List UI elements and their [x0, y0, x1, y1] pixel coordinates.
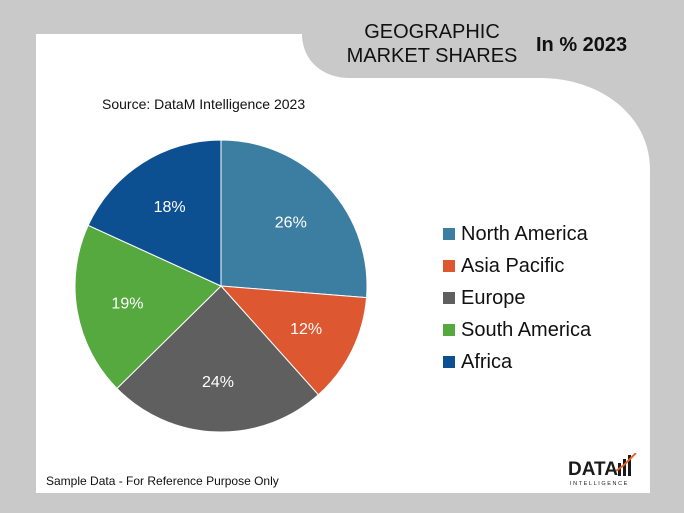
legend-swatch — [443, 356, 455, 368]
legend-item: Europe — [443, 282, 591, 314]
pie-slice-label: 18% — [154, 199, 186, 216]
pie-slice-europe — [116, 285, 320, 433]
chart-legend: North America Asia Pacific Europe South Ame… — [443, 218, 591, 378]
legend-label: South America — [461, 318, 592, 341]
legend-item: Africa — [443, 346, 591, 378]
pie-slice-label: 12% — [290, 321, 322, 338]
pie-slices — [74, 139, 368, 433]
legend-item: North America — [443, 218, 591, 250]
pie-slice-north-america — [220, 139, 368, 299]
pie-slice-asia-pacific — [219, 285, 368, 396]
legend-item: South America — [443, 314, 591, 346]
legend-item: Asia Pacific — [443, 250, 591, 282]
pie-slice-south-america — [74, 224, 222, 390]
legend-swatch — [443, 292, 455, 304]
legend-label: Africa — [461, 350, 513, 373]
legend-swatch — [443, 228, 455, 240]
footnote: Sample Data - For Reference Purpose Only — [46, 474, 279, 488]
legend-swatch — [443, 260, 455, 272]
chart-title: GEOGRAPHIC MARKET SHARES — [332, 20, 532, 68]
year-label: In % 2023 — [536, 34, 628, 56]
legend-label: North America — [461, 222, 588, 245]
logo-word: DATA — [568, 459, 618, 480]
pie-slice-label: 26% — [275, 215, 307, 232]
legend-swatch — [443, 324, 455, 336]
source-note: Source: DataM Intelligence 2023 — [102, 96, 306, 112]
logo-tagline: INTELLIGENCE — [570, 481, 629, 487]
pie-slice-label: 24% — [202, 374, 234, 391]
legend-label: Asia Pacific — [461, 254, 565, 277]
datam-logo: DATA INTELLIGENCE — [568, 453, 637, 487]
title-line-2: MARKET SHARES — [346, 45, 518, 67]
pie-slice-africa — [87, 139, 222, 287]
pie-slice-labels: 26% 12% 24% 19% 18% — [111, 199, 322, 391]
title-line-1: GEOGRAPHIC — [364, 21, 500, 43]
pie-slice-label: 19% — [111, 295, 143, 312]
logo-bars-icon — [615, 453, 637, 476]
legend-label: Europe — [461, 286, 526, 309]
